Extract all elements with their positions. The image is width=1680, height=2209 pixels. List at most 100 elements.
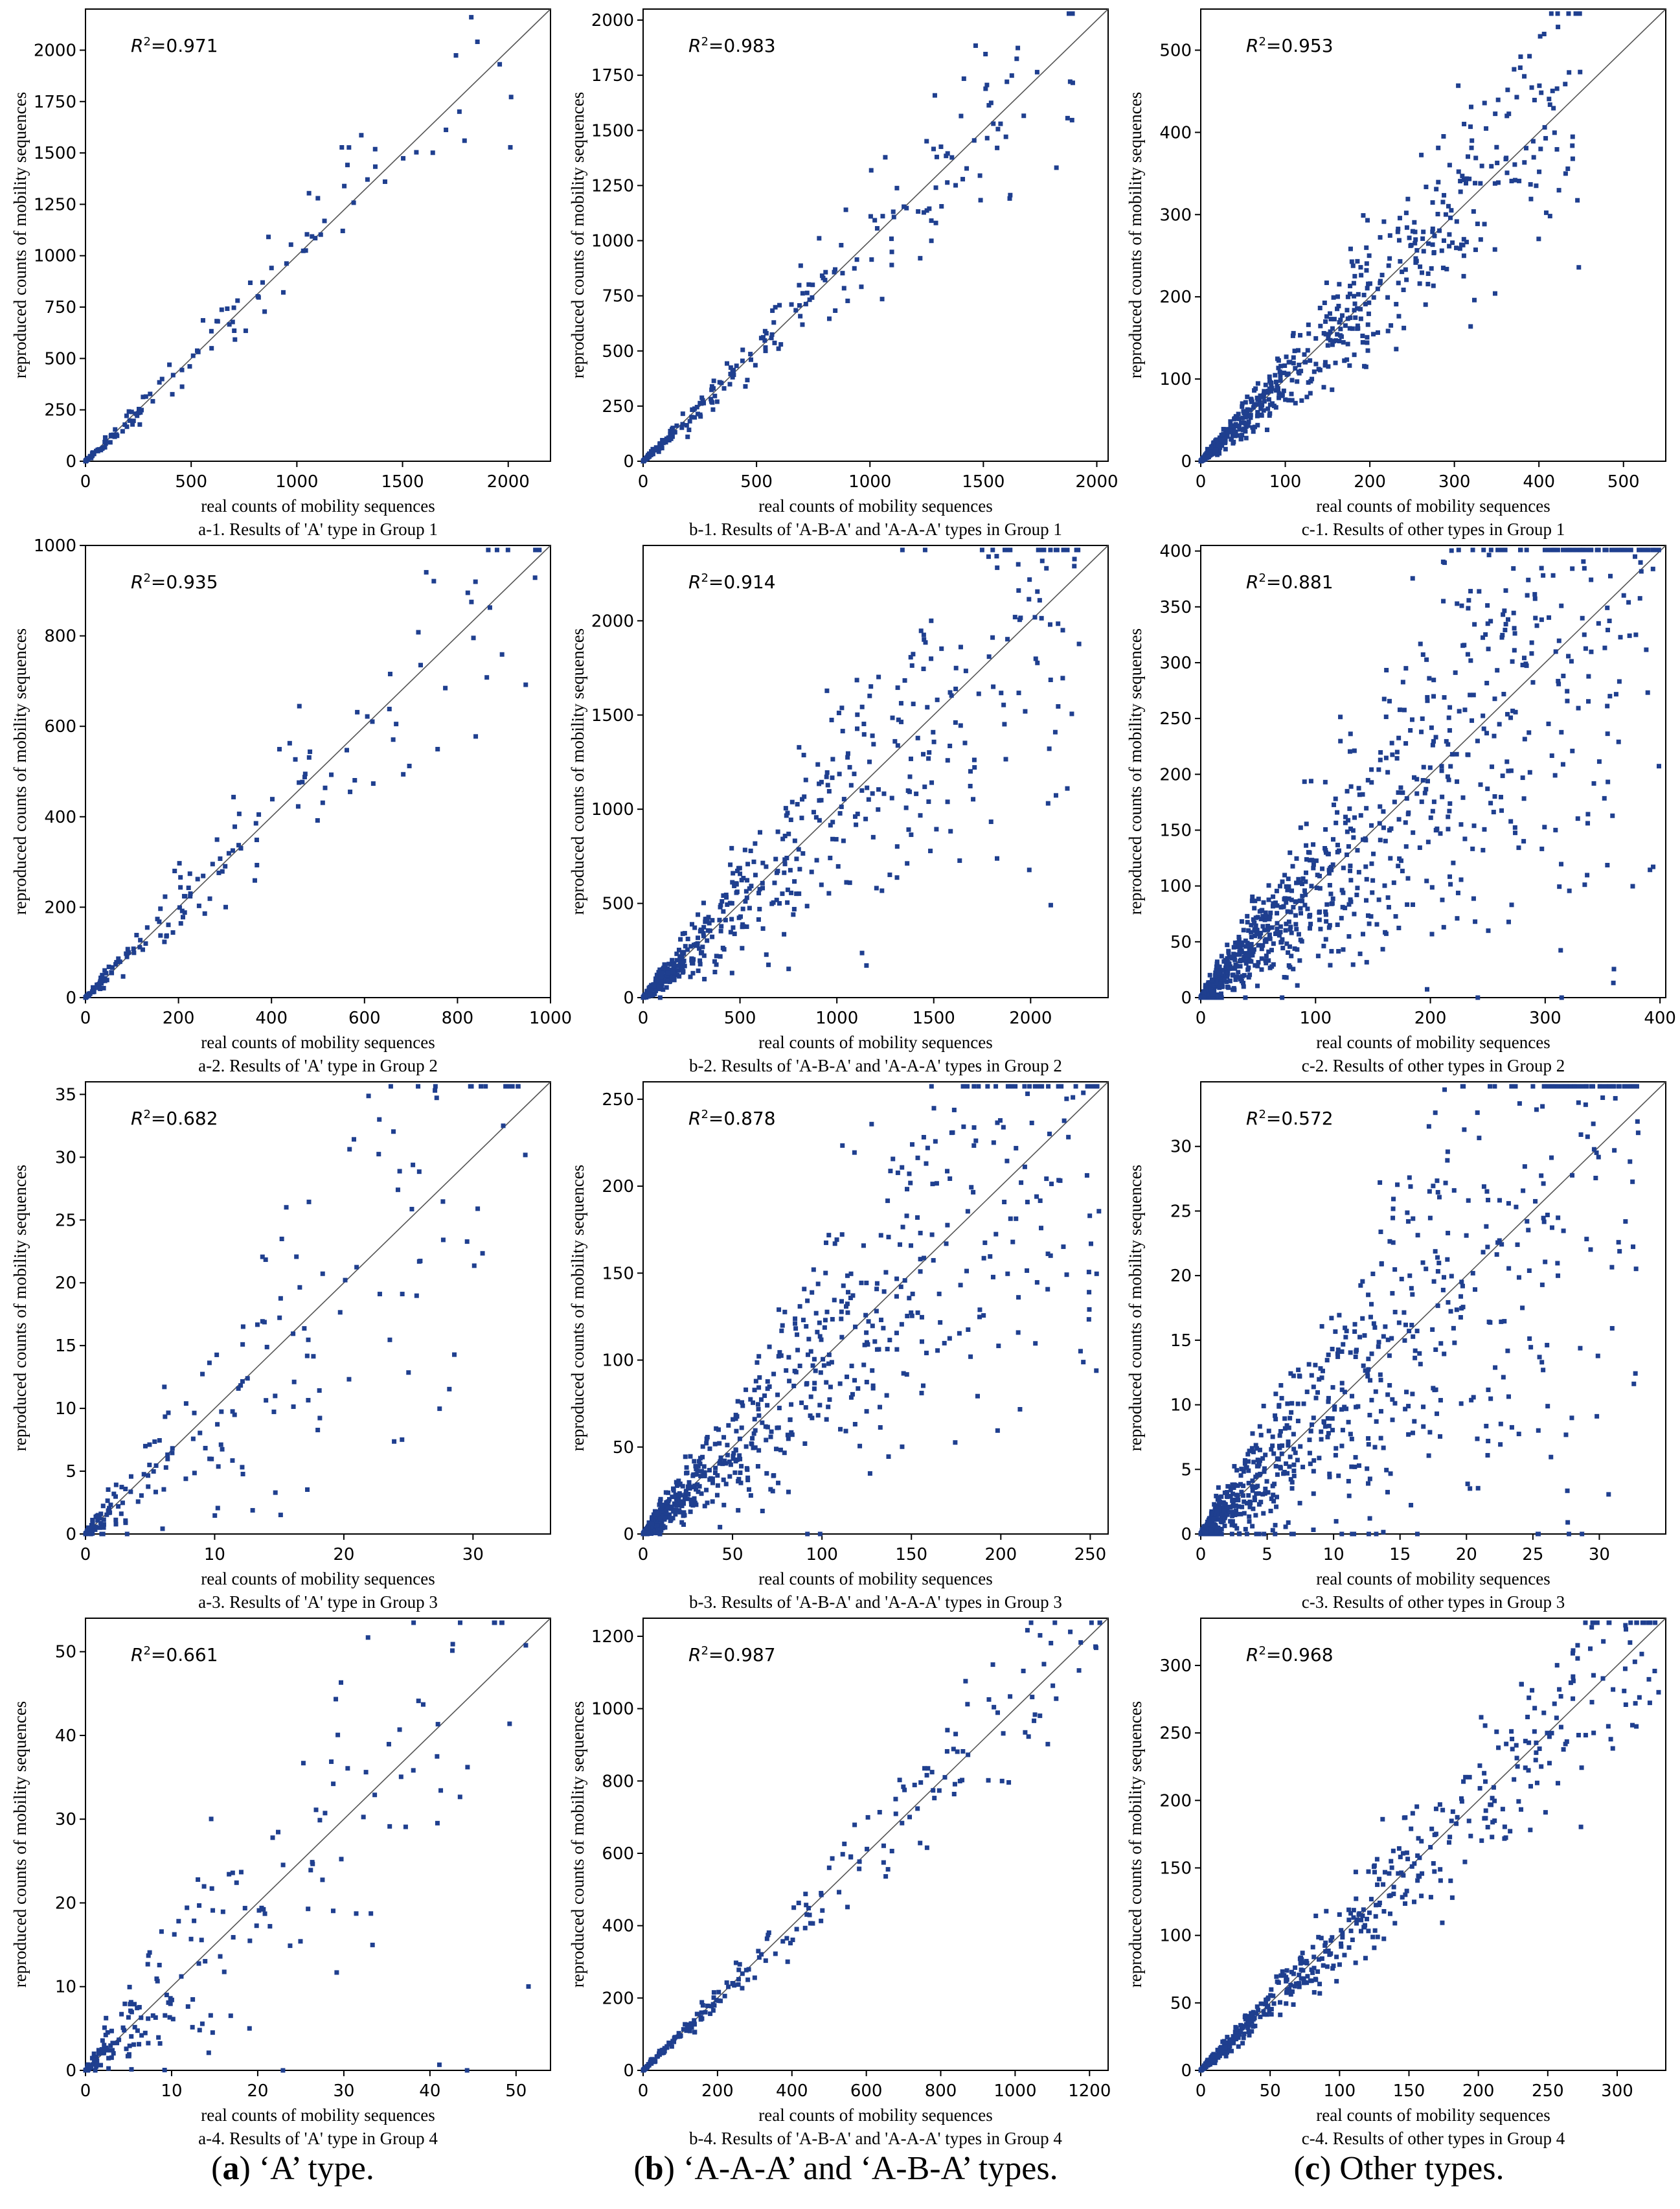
data-point — [870, 733, 875, 738]
data-point — [1494, 144, 1499, 150]
data-point — [1360, 792, 1365, 797]
y-tick-label: 1500 — [34, 144, 76, 163]
data-point — [805, 1352, 810, 1357]
data-point — [728, 862, 733, 867]
data-point — [1488, 1396, 1493, 1401]
data-point — [457, 109, 462, 114]
data-point — [210, 862, 215, 867]
data-point — [1581, 559, 1586, 564]
x-axis-label: real counts of mobility sequences — [1316, 496, 1550, 516]
data-point — [968, 783, 973, 788]
data-point — [139, 1493, 144, 1498]
data-point — [657, 995, 663, 1000]
data-point — [1016, 1330, 1021, 1335]
data-point — [1464, 240, 1469, 245]
x-axis-label: real counts of mobility sequences — [201, 1033, 435, 1052]
data-point — [1071, 1095, 1076, 1100]
data-point — [1032, 1084, 1038, 1089]
y-axis-label: reproduced counts of mobility sequences — [1126, 628, 1145, 915]
data-point — [1462, 836, 1468, 841]
data-point — [1241, 409, 1246, 414]
data-point — [1497, 1198, 1502, 1203]
data-point — [751, 1400, 756, 1405]
y-tick-label: 750 — [44, 298, 76, 317]
data-point — [1219, 991, 1224, 996]
data-point — [1286, 950, 1291, 956]
data-point — [991, 1140, 996, 1145]
diagonal-line — [85, 545, 551, 998]
data-point — [190, 353, 196, 358]
data-point — [800, 1318, 806, 1323]
data-point — [1316, 367, 1321, 372]
data-point — [1357, 792, 1362, 797]
data-point — [1354, 1349, 1359, 1355]
data-point — [1306, 331, 1311, 336]
data-point — [1246, 975, 1251, 980]
data-point — [1559, 995, 1564, 1000]
data-point — [1279, 1395, 1284, 1401]
data-point — [95, 447, 100, 452]
data-point — [1527, 1268, 1532, 1274]
data-point — [1569, 1415, 1574, 1421]
x-tick-label: 0 — [80, 1545, 91, 1564]
data-point — [1484, 1423, 1489, 1428]
data-point — [1473, 247, 1478, 253]
x-tick-label: 400 — [1523, 472, 1555, 492]
data-point — [1345, 852, 1350, 857]
data-point — [962, 740, 968, 746]
data-point — [1381, 696, 1387, 702]
data-point — [1387, 233, 1392, 238]
diagonal-line — [642, 1081, 1109, 1535]
data-point — [1482, 100, 1487, 106]
data-point — [1421, 1404, 1426, 1410]
data-point — [1517, 1101, 1522, 1106]
data-point — [1488, 801, 1493, 806]
data-point — [1431, 738, 1436, 744]
data-point — [1447, 232, 1452, 237]
data-point — [1539, 617, 1544, 623]
data-point — [291, 1331, 296, 1336]
data-point — [903, 805, 909, 810]
data-point — [1318, 926, 1323, 932]
y-tick-label: 1000 — [34, 536, 76, 556]
data-point — [782, 1450, 787, 1456]
data-point — [1309, 884, 1314, 889]
data-point — [995, 856, 1000, 861]
data-point — [1242, 954, 1247, 959]
data-point — [1056, 621, 1061, 626]
data-point — [1326, 871, 1332, 876]
data-point — [961, 76, 966, 81]
data-point — [788, 867, 793, 873]
data-point — [690, 961, 696, 966]
data-point — [1213, 1524, 1218, 1529]
data-point — [1330, 1416, 1335, 1421]
data-point — [934, 1181, 939, 1186]
data-point — [1555, 547, 1560, 553]
data-point — [1555, 1261, 1560, 1266]
data-point — [1537, 1355, 1542, 1360]
data-point — [1441, 924, 1446, 930]
data-point — [920, 1339, 925, 1344]
data-point — [1605, 731, 1610, 737]
r-exponent: 2 — [1258, 1108, 1266, 1121]
data-point — [1405, 812, 1411, 817]
data-point — [1534, 1107, 1539, 1112]
data-point — [90, 450, 95, 455]
data-point — [1334, 820, 1339, 825]
data-point — [115, 433, 120, 439]
data-point — [95, 1518, 100, 1523]
data-point — [177, 861, 182, 866]
data-point — [1394, 756, 1400, 761]
data-point — [659, 1528, 664, 1533]
data-point — [945, 1222, 950, 1228]
data-point — [180, 915, 185, 920]
data-point — [925, 1145, 930, 1150]
data-point — [1263, 382, 1268, 387]
data-point — [1635, 1119, 1640, 1124]
data-point — [1391, 1240, 1396, 1245]
data-point — [1207, 995, 1212, 1000]
data-point — [855, 811, 860, 816]
data-point — [1409, 1286, 1414, 1291]
data-point — [1392, 799, 1397, 805]
data-point — [1356, 786, 1361, 791]
